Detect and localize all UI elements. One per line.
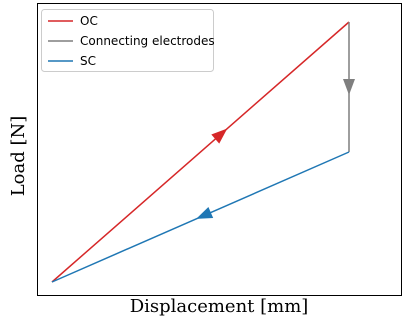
series-line-oc [51, 21, 350, 283]
y-axis-label: Load [N] [8, 116, 29, 197]
legend-label-sc: SC [80, 54, 96, 68]
legend-label-oc: OC [80, 14, 98, 28]
legend: OC Connecting electrodes SC [41, 9, 215, 72]
arrow-marker-connecting-electrodes [343, 79, 355, 95]
legend-label-connecting-electrodes: Connecting electrodes [80, 34, 215, 48]
arrow-marker-oc [211, 128, 228, 144]
plot-frame [37, 3, 402, 296]
x-axis-label: Displacement [mm] [130, 296, 309, 317]
series-layer [51, 21, 355, 283]
legend-box [41, 9, 214, 72]
arrow-marker-sc [196, 206, 214, 219]
